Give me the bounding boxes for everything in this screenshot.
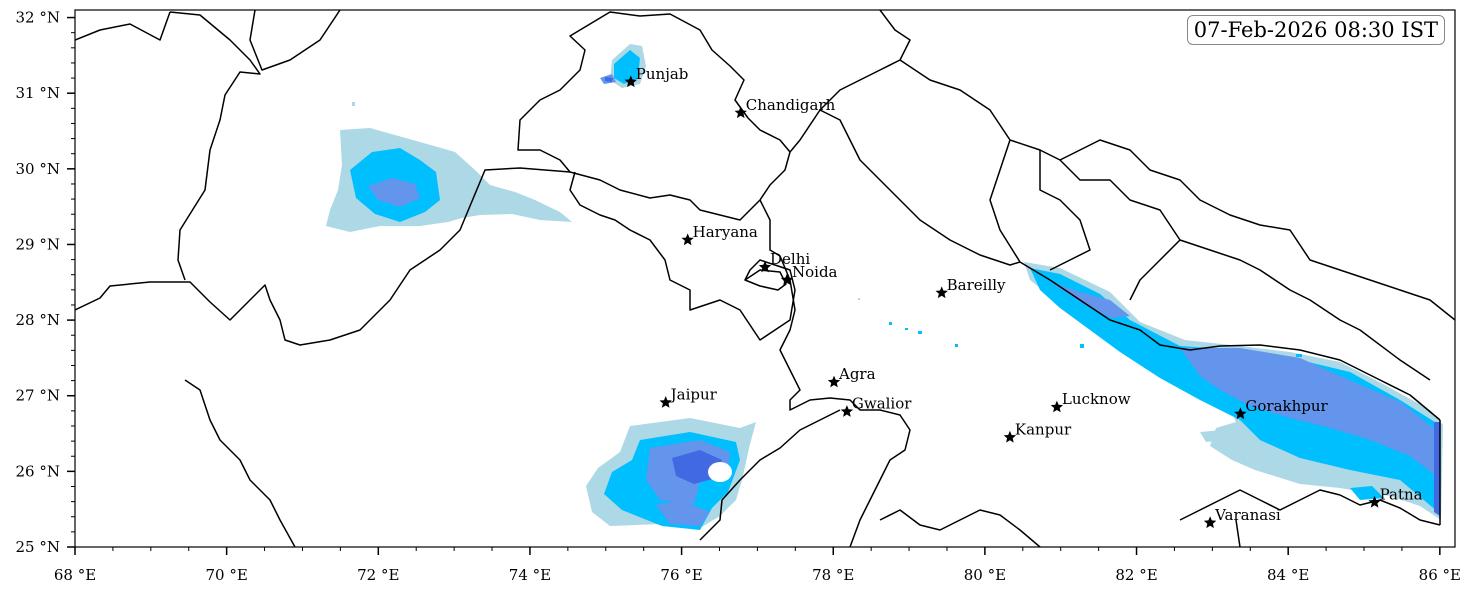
city-label: Punjab [636,65,689,83]
lat-tick-label: 27 °N [16,387,60,405]
star-icon [734,106,747,119]
rain-patch-rajasthan [586,418,756,530]
axis-ticks [67,16,1441,555]
city-delhi: Delhi [758,250,810,273]
city-gwalior: Gwalior [840,395,912,417]
lon-tick-label: 86 °E [1419,566,1461,584]
star-icon [659,396,672,408]
lat-tick-label: 31 °N [16,84,60,102]
lon-tick-label: 80 °E [964,566,1006,584]
lat-tick-label: 29 °N [16,235,60,253]
lat-tick-label: 30 °N [16,160,60,178]
boundary-west [75,11,571,346]
lon-tick-label: 84 °E [1267,566,1309,584]
city-label: Bareilly [947,276,1006,294]
lon-tick-label: 70 °E [205,566,247,584]
star-icon [827,375,841,388]
city-label: Agra [838,365,876,383]
city-label: Noida [792,263,838,281]
rain-heavy-area [368,178,420,207]
lon-tick-label: 72 °E [357,566,399,584]
boundary-nepal-south [1019,261,1441,421]
city-label: Patna [1380,485,1423,503]
lon-tick-label: 76 °E [660,566,702,584]
city-agra: Agra [827,365,876,388]
star-icon [840,405,854,417]
city-lucknow: Lucknow [1050,390,1131,413]
city-varanasi: Varanasi [1203,506,1281,529]
rainfall-patches [326,44,1443,530]
axis-labels: 68 °E 70 °E 72 °E 74 °E 76 °E 78 °E 80 °E 82 °E… [16,9,1461,584]
star-icon [758,260,772,273]
star-icon [624,75,637,88]
star-icon [1368,495,1381,508]
star-icon [935,286,948,299]
city-jaipur: Jaipur [659,386,718,408]
rain-patch-northwest [326,128,572,232]
star-icon [1003,430,1017,443]
boundary-punjab [517,11,791,221]
lon-tick-label: 82 °E [1115,566,1157,584]
city-bareilly: Bareilly [935,276,1006,299]
city-haryana: Haryana [681,223,758,246]
lat-tick-label: 28 °N [16,311,60,329]
city-kanpur: Kanpur [1003,420,1072,443]
city-label: Kanpur [1015,420,1072,438]
city-label: Gwalior [852,395,912,413]
city-chandigarh: Chandigarh [734,96,836,119]
timestamp-label: 07-Feb-2026 08:30 IST [1186,15,1445,45]
city-punjab: Punjab [624,65,689,88]
city-label: Delhi [770,250,810,268]
lat-tick-label: 25 °N [16,538,60,556]
star-icon [1050,400,1064,413]
city-label: Varanasi [1214,506,1281,524]
city-patna: Patna [1368,485,1423,508]
city-label: Haryana [693,223,758,241]
city-label: Jaipur [669,386,718,404]
city-label: Lucknow [1062,390,1131,408]
star-icon [1234,407,1247,420]
city-label: Gorakhpur [1245,397,1328,415]
city-noida: Noida [780,263,838,286]
boundary-rajasthan [184,379,296,547]
lat-tick-label: 32 °N [16,9,60,27]
plot-frame [74,9,1456,548]
lon-tick-label: 78 °E [812,566,854,584]
city-label: Chandigarh [746,96,836,114]
city-gorakhpur: Gorakhpur [1234,397,1329,420]
star-icon [780,273,794,286]
lat-tick-label: 26 °N [16,462,60,480]
lon-tick-label: 68 °E [54,566,96,584]
boundaries [75,10,1455,547]
star-icon [681,233,694,246]
rain-specks [352,102,1302,357]
star-icon [1203,516,1217,529]
boundary-uttarakhand [789,10,1021,266]
rain-patch-punjab [600,44,646,88]
lon-tick-label: 74 °E [509,566,551,584]
